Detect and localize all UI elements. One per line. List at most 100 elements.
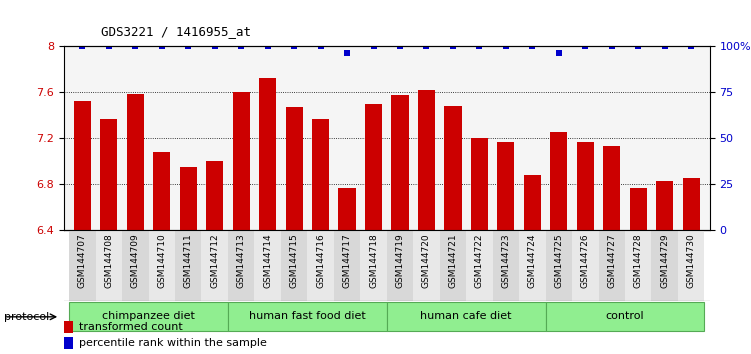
Text: GSM144730: GSM144730 <box>686 234 695 289</box>
Text: GSM144711: GSM144711 <box>184 234 193 289</box>
Bar <box>577 142 594 230</box>
Bar <box>95 230 122 301</box>
Point <box>103 43 115 49</box>
Bar <box>285 107 303 230</box>
Point <box>606 43 618 49</box>
Bar <box>625 230 651 301</box>
Text: GSM144717: GSM144717 <box>342 234 351 289</box>
Point <box>421 43 433 49</box>
Point <box>129 43 141 49</box>
Bar <box>365 104 382 230</box>
Point <box>261 43 273 49</box>
Point <box>526 43 538 49</box>
Text: GSM144715: GSM144715 <box>290 234 299 289</box>
Text: GSM144726: GSM144726 <box>581 234 590 288</box>
Text: percentile rank within the sample: percentile rank within the sample <box>79 338 267 348</box>
Text: GSM144707: GSM144707 <box>78 234 87 289</box>
Bar <box>281 230 307 301</box>
Bar <box>179 167 197 230</box>
Text: GDS3221 / 1416955_at: GDS3221 / 1416955_at <box>101 25 252 38</box>
Text: GSM144719: GSM144719 <box>396 234 405 289</box>
Bar <box>439 230 466 301</box>
Bar <box>206 161 223 230</box>
Point <box>685 43 697 49</box>
Point <box>235 43 247 49</box>
Bar <box>466 230 493 301</box>
Bar <box>493 230 519 301</box>
Bar <box>334 230 360 301</box>
Bar <box>360 230 387 301</box>
Bar <box>64 321 74 333</box>
Bar <box>228 230 255 301</box>
Bar <box>387 302 545 331</box>
Point <box>155 43 167 49</box>
Text: GSM144721: GSM144721 <box>448 234 457 288</box>
Text: GSM144710: GSM144710 <box>157 234 166 289</box>
Text: GSM144712: GSM144712 <box>210 234 219 288</box>
Bar <box>572 230 599 301</box>
Text: protocol: protocol <box>4 312 49 322</box>
Point <box>315 43 327 49</box>
Point <box>579 43 591 49</box>
Bar <box>550 132 568 230</box>
Bar <box>523 175 541 230</box>
Bar <box>127 95 144 230</box>
Point <box>394 43 406 49</box>
Bar <box>603 146 620 230</box>
Bar <box>100 119 117 230</box>
Text: GSM144720: GSM144720 <box>422 234 431 288</box>
Text: GSM144727: GSM144727 <box>608 234 617 288</box>
Bar <box>413 230 439 301</box>
Bar <box>307 230 334 301</box>
Bar <box>391 96 409 230</box>
Point <box>659 43 671 49</box>
Bar <box>233 92 250 230</box>
Text: GSM144714: GSM144714 <box>263 234 272 288</box>
Text: chimpanzee diet: chimpanzee diet <box>102 311 195 321</box>
Bar <box>651 230 678 301</box>
Text: transformed count: transformed count <box>79 322 182 332</box>
Bar <box>683 178 700 230</box>
Point <box>367 43 379 49</box>
Bar <box>122 230 149 301</box>
Bar <box>599 230 625 301</box>
Bar <box>519 230 545 301</box>
Bar <box>678 230 704 301</box>
Text: human cafe diet: human cafe diet <box>421 311 512 321</box>
Text: GSM144708: GSM144708 <box>104 234 113 289</box>
Bar <box>312 119 329 230</box>
Bar <box>255 230 281 301</box>
Bar <box>387 230 413 301</box>
Bar <box>545 302 704 331</box>
Text: GSM144718: GSM144718 <box>369 234 378 289</box>
Text: GSM144724: GSM144724 <box>528 234 537 288</box>
Point <box>288 43 300 49</box>
Bar <box>418 90 435 230</box>
Text: GSM144716: GSM144716 <box>316 234 325 289</box>
Text: GSM144728: GSM144728 <box>634 234 643 288</box>
Bar <box>74 101 91 230</box>
Bar <box>69 302 228 331</box>
Text: GSM144729: GSM144729 <box>660 234 669 288</box>
Text: human fast food diet: human fast food diet <box>249 311 366 321</box>
Text: GSM144709: GSM144709 <box>131 234 140 289</box>
Point <box>553 51 565 56</box>
Bar <box>545 230 572 301</box>
Bar <box>629 188 647 230</box>
Point <box>473 43 485 49</box>
Point <box>182 43 195 49</box>
Bar <box>175 230 201 301</box>
Bar <box>656 181 674 230</box>
Point <box>77 43 89 49</box>
Point <box>447 43 459 49</box>
Bar <box>259 78 276 230</box>
Bar <box>64 337 74 349</box>
Point <box>209 43 221 49</box>
Bar <box>153 152 170 230</box>
Bar <box>149 230 175 301</box>
Bar <box>228 302 387 331</box>
Bar <box>471 138 488 230</box>
Text: GSM144713: GSM144713 <box>237 234 246 289</box>
Point <box>341 51 353 56</box>
Text: control: control <box>605 311 644 321</box>
